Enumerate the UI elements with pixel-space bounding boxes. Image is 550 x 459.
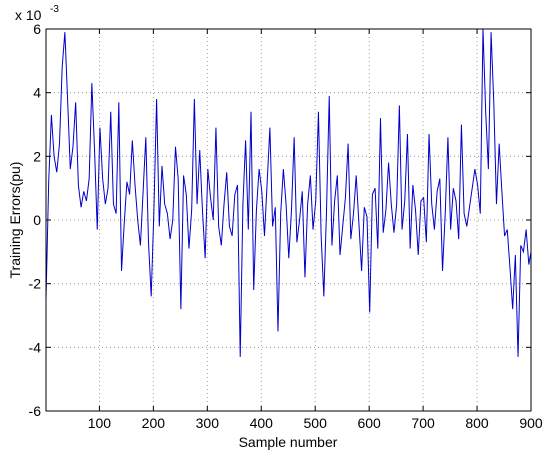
x-tick-label: 800 [465, 415, 489, 431]
x-tick-label: 500 [304, 415, 328, 431]
y-tick-label: 6 [33, 21, 41, 37]
y-tick-label: -4 [29, 339, 42, 355]
tick-marks [46, 28, 532, 412]
x-tick-label: 200 [142, 415, 166, 431]
y-tick-label: 4 [33, 85, 41, 101]
y-tick-label: 0 [33, 212, 41, 228]
tick-labels: 100 200 300 400 500 600 700 800 900 -6 -4 -2 0 2 4 6 [29, 21, 543, 431]
y-tick-label: -6 [29, 403, 42, 419]
y-multiplier-label: x 10 [15, 7, 42, 23]
series-line-0 [46, 29, 531, 357]
x-tick-label: 900 [519, 415, 543, 431]
x-tick-label: 100 [88, 415, 112, 431]
x-tick-label: 400 [250, 415, 274, 431]
y-multiplier-exponent: -3 [50, 4, 59, 15]
y-tick-label: -2 [29, 276, 42, 292]
x-tick-label: 600 [357, 415, 381, 431]
x-axis-title: Sample number [239, 434, 338, 450]
x-tick-label: 700 [411, 415, 435, 431]
y-axis-title: Training Errors(pu) [7, 162, 23, 279]
y-tick-label: 2 [33, 148, 41, 164]
x-tick-label: 300 [196, 415, 220, 431]
series-layer [46, 29, 531, 357]
